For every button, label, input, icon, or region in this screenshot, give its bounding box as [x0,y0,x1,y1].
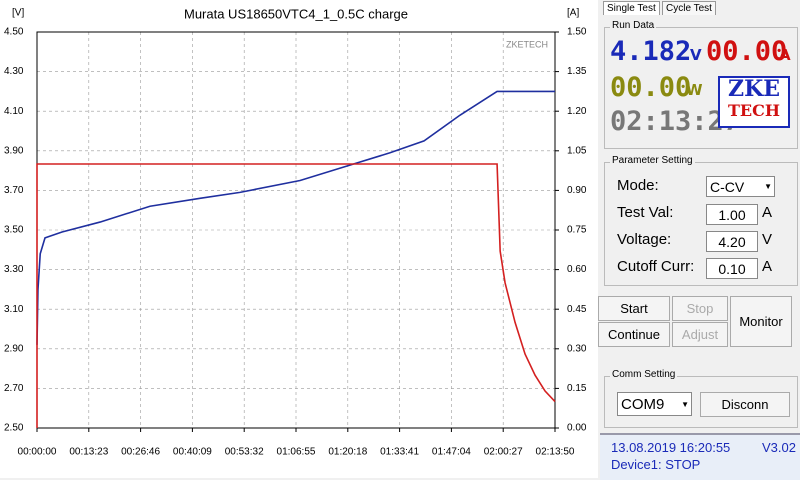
x-tick-label: 01:47:04 [432,447,471,458]
watermark: ZKETECH [506,39,548,49]
dropdown-arrow: ▼ [764,182,772,191]
series-line [36,90,555,345]
tab[interactable]: Cycle Test [662,1,716,15]
status-device: Device1: STOP [611,457,701,472]
x-tick-label: 00:53:32 [225,447,264,458]
y-tick-label: 2.50 [4,423,24,434]
y-tick-label: 3.10 [4,304,24,315]
y2-tick-label: 0.60 [567,264,587,275]
y-tick-label: 3.90 [4,145,24,156]
x-tick-label: 00:26:46 [121,447,160,458]
voltage-unit: V [690,46,702,64]
param-label: Cutoff Curr: [617,258,695,275]
voltage-display: 4.182 [610,36,692,67]
y2-tick-label: 0.30 [567,343,587,354]
status-version: V3.02 [762,440,796,455]
y-tick-label: 3.30 [4,264,24,275]
tab[interactable]: Single Test [603,1,660,15]
chart: Murata US18650VTC4_1_0.5C charge [V] [A]… [0,0,598,478]
series-line [36,163,556,428]
button[interactable]: Disconn [700,392,790,417]
y2-tick-label: 0.15 [567,383,587,394]
y2-tick-label: 0.75 [567,225,587,236]
y-tick-label: 4.50 [4,27,24,38]
y-tick-label: 3.50 [4,225,24,236]
port-value: COM9 [621,396,665,413]
logo-text: TECH [728,101,780,120]
power-unit: W [686,81,703,99]
button: Stop [672,296,728,321]
logo-text: ZKE [728,76,780,102]
button: Adjust [672,322,728,347]
y-tick-label: 4.30 [4,66,24,77]
param-label: Mode: [617,177,659,194]
logo: ZKE TECH [718,76,790,128]
y2-tick-label: 0.00 [567,423,587,434]
y2-tick-label: 0.45 [567,304,587,315]
y-tick-label: 3.70 [4,185,24,196]
y-tick-label: 2.90 [4,343,24,354]
x-tick-label: 01:06:55 [277,447,316,458]
mode-select[interactable]: C-CV ▼ [706,176,775,197]
parameter-group [604,162,798,286]
status-datetime: 13.08.2019 16:20:55 [611,440,731,455]
param-unit: A [762,204,773,221]
param-label: Test Val: [617,204,674,221]
param-unit: V [762,231,773,248]
y-axis-label: [V] [12,8,24,19]
x-tick-label: 02:13:50 [536,447,575,458]
current-unit: A [779,46,791,64]
param-label: Voltage: [617,231,672,248]
port-select[interactable]: COM9 ▼ [617,392,692,416]
button[interactable]: Monitor [730,296,792,347]
param-unit: A [762,258,773,275]
y2-tick-label: 0.90 [567,185,587,196]
dropdown-arrow: ▼ [681,400,689,409]
y2-tick-label: 1.50 [567,27,587,38]
y-tick-label: 2.70 [4,383,24,394]
y2-tick-label: 1.20 [567,106,587,117]
param-value[interactable]: 0.10 [706,258,758,279]
mode-value: C-CV [710,179,745,195]
comm-group [604,376,798,428]
x-tick-label: 01:33:41 [380,447,419,458]
x-tick-label: 01:20:18 [328,447,367,458]
current-display: 00.00 [706,36,788,67]
param-value[interactable]: 4.20 [706,231,758,252]
param-value[interactable]: 1.00 [706,204,758,225]
y2-tick-label: 1.05 [567,145,587,156]
x-tick-label: 00:40:09 [173,447,212,458]
button[interactable]: Continue [598,322,670,347]
x-tick-label: 00:00:00 [18,447,57,458]
chart-title: Murata US18650VTC4_1_0.5C charge [184,6,408,21]
x-tick-label: 00:13:23 [69,447,108,458]
x-tick-label: 02:00:27 [484,447,523,458]
run-data-group [604,27,798,149]
y-tick-label: 4.10 [4,106,24,117]
y2-tick-label: 1.35 [567,66,587,77]
group-title: Comm Setting [610,369,678,380]
group-title: Parameter Setting [610,155,695,166]
button[interactable]: Start [598,296,670,321]
y2-axis-label: [A] [567,8,579,19]
status-bar [600,433,800,480]
group-title: Run Data [610,20,657,31]
power-display: 00.00 [610,72,692,103]
